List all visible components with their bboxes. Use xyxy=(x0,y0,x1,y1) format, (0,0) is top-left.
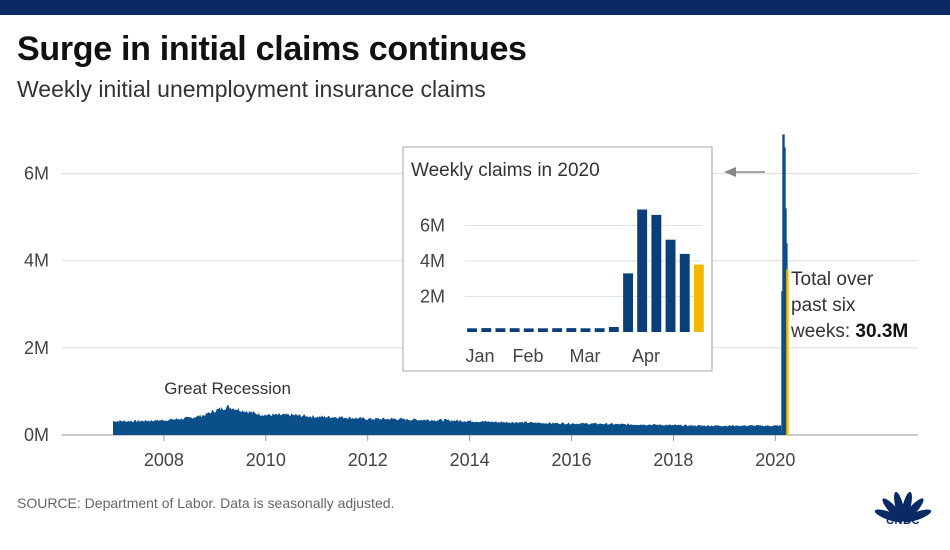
inset-bars xyxy=(467,209,704,332)
main-x-tick-1: 2010 xyxy=(246,450,286,470)
main-area-series xyxy=(113,405,782,435)
inset-x-tick-labels: Jan Feb Mar Apr xyxy=(465,346,660,366)
inset-bar-15 xyxy=(679,253,690,332)
inset-arrow-head xyxy=(724,167,736,177)
inset-gridlines xyxy=(465,225,702,297)
inset-bar-3 xyxy=(509,328,520,332)
main-y-tick-1: 2M xyxy=(24,338,49,358)
inset-x-tick-0: Jan xyxy=(465,346,494,366)
inset-y-tick-labels: 2M 4M 6M xyxy=(420,216,445,307)
inset-bar-4 xyxy=(523,328,534,332)
top-accent-bar xyxy=(0,0,950,15)
main-y-tick-0: 0M xyxy=(24,425,49,445)
inset-bar-0 xyxy=(467,328,477,332)
inset-bar-8 xyxy=(580,328,591,332)
main-series xyxy=(113,134,789,435)
inset-y-tick-2: 6M xyxy=(420,216,445,236)
inset-x-tick-2: Mar xyxy=(570,346,601,366)
source-note: SOURCE: Department of Labor. Data is sea… xyxy=(17,495,395,511)
main-x-tick-2: 2012 xyxy=(348,450,388,470)
inset-bar-7 xyxy=(566,328,577,332)
inset-bar-16 xyxy=(693,264,704,332)
main-y-tick-3: 6M xyxy=(24,164,49,184)
great-recession-label: Great Recession xyxy=(164,379,291,398)
main-x-tick-4: 2016 xyxy=(552,450,592,470)
inset-y-tick-0: 2M xyxy=(420,287,445,307)
inset-bar-14 xyxy=(665,239,676,332)
chart-title: Surge in initial claims continues xyxy=(17,30,527,68)
main-x-tick-5: 2018 xyxy=(653,450,693,470)
main-x-tick-labels: 2008 2010 2012 2014 2016 2018 2020 xyxy=(144,435,795,470)
main-x-tick-6: 2020 xyxy=(755,450,795,470)
total-label-line-2: past six xyxy=(791,295,856,316)
total-label-line-1: Total over xyxy=(791,269,874,290)
peacock-logo-icon xyxy=(874,491,932,523)
chart-subtitle: Weekly initial unemployment insurance cl… xyxy=(17,76,486,102)
inset-bar-13 xyxy=(651,214,662,332)
inset-y-tick-1: 4M xyxy=(420,251,445,271)
inset-bar-10 xyxy=(608,327,619,332)
inset-bar-12 xyxy=(637,209,648,332)
inset-title: Weekly claims in 2020 xyxy=(411,160,600,181)
inset-bar-2 xyxy=(495,328,506,332)
total-value: 30.3M xyxy=(855,321,908,342)
main-spike-bar-5 xyxy=(786,269,789,435)
total-label-line-3: weeks: 30.3M xyxy=(790,321,908,342)
main-x-tick-0: 2008 xyxy=(144,450,184,470)
inset-x-tick-1: Feb xyxy=(512,346,543,366)
main-y-tick-2: 4M xyxy=(24,251,49,271)
inset-x-tick-3: Apr xyxy=(632,346,660,366)
main-annotations: Great Recession Total over past six weeks: … xyxy=(164,269,908,398)
logo-wordmark: CNBC xyxy=(886,515,920,527)
inset-bar-1 xyxy=(481,328,492,332)
inset-bar-11 xyxy=(623,273,633,332)
inset-bar-6 xyxy=(552,328,563,332)
main-y-tick-labels: 0M 2M 4M 6M xyxy=(24,164,49,445)
inset-bar-9 xyxy=(594,328,605,332)
inset-bar-5 xyxy=(538,328,548,332)
main-x-tick-3: 2014 xyxy=(450,450,490,470)
